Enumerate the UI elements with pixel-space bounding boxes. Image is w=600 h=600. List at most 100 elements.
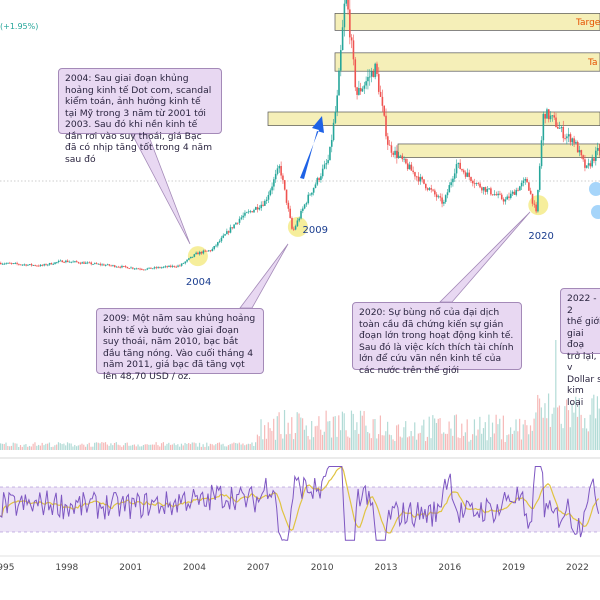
- volume-bar: [428, 416, 430, 450]
- volume-bar: [405, 421, 407, 450]
- candle-body: [499, 193, 501, 195]
- volume-bar: [459, 438, 461, 450]
- volume-bar: [101, 442, 103, 450]
- candle-body: [472, 180, 474, 184]
- volume-bar: [204, 446, 206, 450]
- volume-bar: [97, 442, 99, 450]
- volume-bar: [387, 421, 389, 450]
- volume-bar: [542, 417, 544, 450]
- volume-bar: [209, 443, 211, 450]
- volume-bar: [321, 434, 324, 450]
- candle-body: [283, 180, 286, 190]
- volume-bar: [18, 446, 20, 450]
- volume-bar: [537, 394, 539, 450]
- volume-bar: [43, 445, 45, 450]
- candle-body: [3, 263, 6, 265]
- candle-body: [265, 199, 268, 201]
- candle-body: [500, 194, 503, 200]
- candle-body: [168, 265, 170, 267]
- candle-body: [473, 183, 476, 185]
- candle-body: [327, 160, 329, 164]
- candle-body: [240, 217, 243, 219]
- volume-bar: [365, 425, 367, 450]
- candle-body: [345, 0, 348, 4]
- candle-body: [298, 218, 301, 221]
- candle-body: [464, 172, 467, 177]
- volume-bar: [589, 414, 591, 450]
- volume-bar: [274, 439, 277, 450]
- candle-body: [12, 263, 15, 265]
- volume-bar: [502, 415, 504, 450]
- volume-bar: [434, 418, 436, 450]
- candle-body: [50, 263, 53, 265]
- candle-body: [562, 127, 565, 139]
- rsi-band: [0, 487, 600, 532]
- volume-bar: [452, 435, 454, 450]
- volume-bar: [10, 445, 13, 450]
- volume-bar: [343, 413, 345, 450]
- candle-body: [392, 152, 395, 155]
- candle-body: [108, 264, 111, 266]
- candle-body: [569, 134, 572, 143]
- volume-bar: [16, 443, 18, 450]
- candle-body: [450, 182, 452, 186]
- volume-bar: [135, 446, 137, 450]
- candle-body: [314, 184, 317, 188]
- volume-bar: [544, 403, 546, 450]
- volume-bar: [177, 444, 179, 450]
- volume-bar: [573, 412, 575, 450]
- candle-body: [274, 173, 277, 180]
- candle-body: [580, 150, 583, 156]
- candle-body: [188, 258, 190, 260]
- candle-body: [0, 262, 2, 265]
- volume-bar: [591, 398, 593, 450]
- volume-bar: [329, 420, 331, 450]
- candle-body: [43, 264, 46, 266]
- candle-body: [262, 204, 264, 206]
- candle-body: [23, 264, 26, 266]
- volume-bar: [63, 443, 65, 450]
- volume-bar: [52, 446, 54, 450]
- volume-bars: [0, 340, 600, 450]
- volume-bar: [173, 443, 175, 450]
- volume-bar: [85, 446, 87, 450]
- volume-bar: [464, 432, 466, 450]
- candle-body: [287, 202, 290, 209]
- candle-body: [182, 263, 185, 265]
- callout-2020: 2020: Sự bùng nổ của đại dịch toàn cầu đ…: [352, 302, 522, 376]
- candle-body: [506, 196, 508, 200]
- candle-body: [484, 187, 487, 192]
- candle-body: [546, 109, 548, 119]
- candle-body: [361, 88, 364, 92]
- candle-body: [334, 111, 337, 123]
- volume-bar: [533, 418, 535, 450]
- volume-bar: [338, 415, 340, 450]
- volume-bar: [546, 418, 548, 450]
- candle-body: [575, 141, 577, 144]
- highlight-circle: [187, 246, 208, 267]
- candle-body: [300, 210, 302, 219]
- volume-bar: [164, 445, 166, 450]
- volume-bar: [150, 444, 152, 450]
- volume-bar: [461, 423, 463, 450]
- volume-bar: [132, 444, 134, 450]
- volume-bar: [240, 444, 242, 450]
- candle-body: [166, 266, 168, 268]
- volume-bar: [311, 421, 313, 450]
- volume-bar: [122, 445, 125, 450]
- candle-body: [231, 227, 234, 229]
- volume-bar: [206, 442, 208, 450]
- volume-bar: [267, 422, 269, 450]
- candle-body: [175, 266, 178, 268]
- candle-body: [296, 220, 299, 227]
- volume-bar: [188, 443, 190, 450]
- candle-body: [457, 162, 460, 165]
- candle-body: [198, 251, 201, 255]
- candle-body: [466, 172, 469, 177]
- volume-bar: [296, 412, 298, 450]
- candle-body: [121, 265, 123, 268]
- volume-bar: [553, 407, 555, 450]
- candle-body: [452, 178, 454, 183]
- candle-body: [479, 183, 481, 188]
- candle-body: [593, 158, 595, 161]
